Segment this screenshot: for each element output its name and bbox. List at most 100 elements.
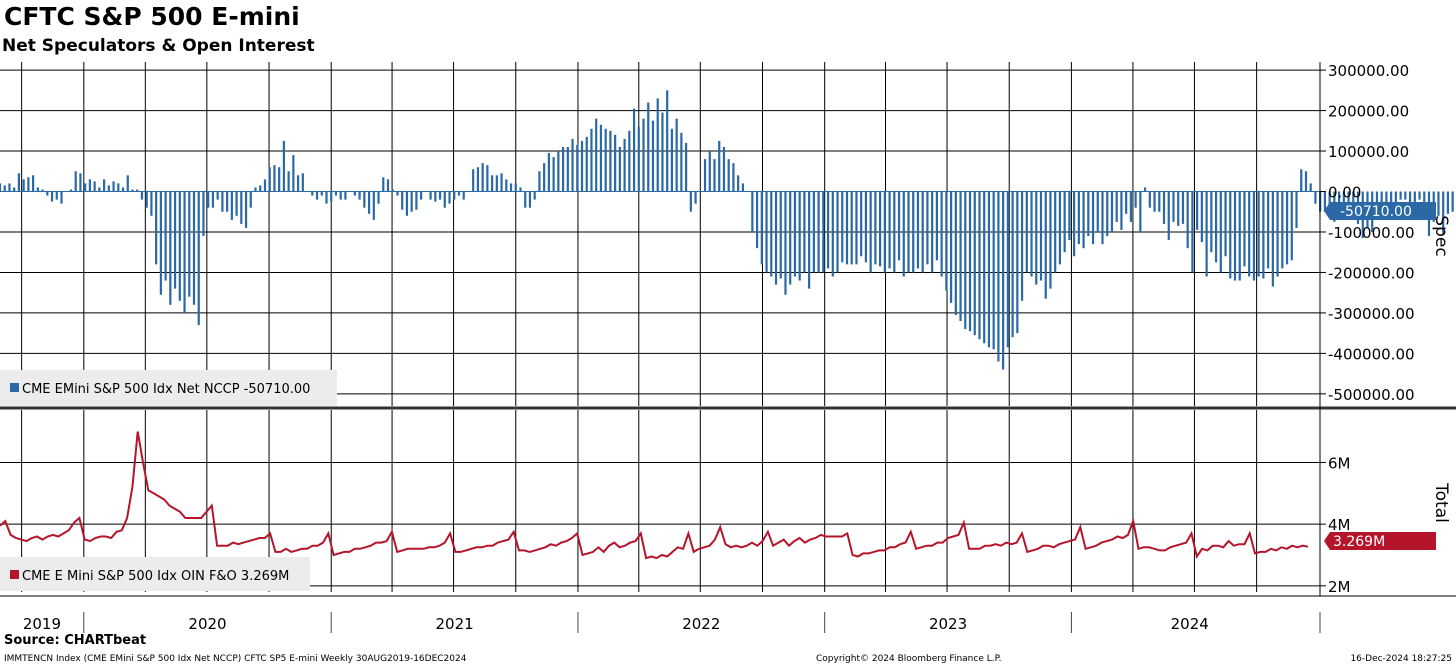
spec-bar xyxy=(481,163,484,192)
spec-bar xyxy=(1248,191,1251,277)
spec-bar xyxy=(107,185,110,192)
spec-bar xyxy=(287,171,290,192)
total-ytick-label: 6M xyxy=(1328,454,1351,472)
spec-bar xyxy=(1035,191,1038,285)
spec-bar xyxy=(779,191,782,279)
spec-bar xyxy=(292,155,295,192)
spec-bar xyxy=(102,179,106,192)
spec-bar xyxy=(987,191,991,348)
spec-bar xyxy=(486,165,489,192)
spec-bar xyxy=(429,191,432,200)
spec-bar xyxy=(685,142,688,192)
spec-bar xyxy=(415,191,418,210)
spec-bar xyxy=(931,191,934,273)
spec-bar xyxy=(1148,191,1151,208)
spec-bar xyxy=(1030,191,1033,277)
spec-bar xyxy=(169,191,172,305)
spec-bar xyxy=(84,183,87,192)
spec-bar xyxy=(1044,191,1047,299)
x-year-label: 2022 xyxy=(682,615,720,633)
chart-subtitle: Net Speculators & Open Interest xyxy=(2,36,315,56)
spec-bar xyxy=(940,191,943,277)
x-year-label: 2024 xyxy=(1171,615,1209,633)
spec-bar xyxy=(211,191,215,208)
total-line-series xyxy=(0,431,1309,560)
spec-bar xyxy=(1096,191,1099,232)
spec-bar xyxy=(826,191,830,269)
spec-bar xyxy=(1219,191,1222,273)
spec-bar xyxy=(945,191,948,291)
spec-bar xyxy=(1129,191,1132,222)
spec-bar xyxy=(410,191,413,212)
spec-bar xyxy=(774,191,778,285)
spec-bar xyxy=(1063,191,1066,253)
spec-ytick-label: -500000.00 xyxy=(1328,386,1415,404)
spec-bar xyxy=(1153,191,1156,212)
spec-bar xyxy=(1167,191,1170,241)
spec-bar xyxy=(282,140,286,192)
spec-bar xyxy=(1110,191,1114,232)
spec-bar xyxy=(50,191,54,202)
index-info: IMMTENCN Index (CME EMini S&P 500 Idx Ne… xyxy=(4,654,467,664)
spec-bar xyxy=(755,191,759,249)
spec-bar xyxy=(472,169,475,192)
spec-bar xyxy=(902,191,905,277)
spec-bar xyxy=(1446,191,1450,214)
spec-bar xyxy=(396,191,399,196)
spec-bar xyxy=(1087,191,1090,237)
spec-bar xyxy=(566,146,569,192)
spec-bar xyxy=(372,191,375,220)
spec-bar xyxy=(244,191,248,228)
spec-last-value-label: -50710.00 xyxy=(1340,204,1412,220)
spec-bar xyxy=(561,146,565,192)
spec-bar-series xyxy=(0,90,1454,370)
spec-bar xyxy=(1181,191,1185,224)
spec-bar xyxy=(670,128,674,192)
spec-bar xyxy=(718,140,721,192)
spec-bar xyxy=(249,191,252,208)
spec-bar xyxy=(954,191,957,315)
spec-bar xyxy=(1077,191,1080,245)
spec-bar xyxy=(1451,191,1454,212)
spec-bar xyxy=(1082,191,1085,249)
spec-bar xyxy=(150,191,153,216)
total-last-value-label: 3.269M xyxy=(1333,534,1385,550)
spec-bar xyxy=(1177,191,1180,226)
spec-ytick-label: -100000.00 xyxy=(1328,224,1415,242)
spec-bar xyxy=(36,187,39,192)
total-axis-title: Total xyxy=(1431,482,1451,523)
spec-bar xyxy=(8,183,11,192)
spec-bar xyxy=(694,191,697,204)
spec-bar xyxy=(1210,191,1213,253)
spec-bar xyxy=(798,191,801,281)
spec-bar xyxy=(1186,191,1189,249)
spec-bar xyxy=(363,191,366,208)
spec-ytick-label: 0.00 xyxy=(1328,184,1361,202)
spec-bar xyxy=(689,191,692,212)
spec-bar xyxy=(344,191,347,200)
spec-bar xyxy=(17,173,21,192)
spec-bar xyxy=(656,98,659,192)
spec-bar xyxy=(188,191,191,297)
spec-bar xyxy=(1196,191,1199,230)
spec-bar xyxy=(339,191,342,200)
spec-bar xyxy=(1139,191,1142,232)
source-label: Source: CHARTbeat xyxy=(4,633,147,648)
spec-bar xyxy=(1290,191,1293,261)
spec-bar xyxy=(751,191,754,232)
total-ytick-label: 4M xyxy=(1328,516,1351,534)
spec-bar xyxy=(1020,191,1024,301)
spec-bar xyxy=(1413,191,1416,208)
spec-bar xyxy=(1158,191,1161,212)
spec-bar xyxy=(268,167,271,192)
spec-bar xyxy=(1106,191,1109,237)
spec-bar xyxy=(98,187,101,192)
spec-bar xyxy=(978,191,981,340)
spec-bar xyxy=(765,191,768,273)
spec-bar xyxy=(817,191,820,273)
total-y-axis: 6M 4M 2M xyxy=(1320,454,1351,596)
spec-bar xyxy=(509,183,513,192)
spec-bar xyxy=(1058,191,1062,265)
spec-bar xyxy=(680,132,683,192)
spec-bar xyxy=(528,191,532,208)
